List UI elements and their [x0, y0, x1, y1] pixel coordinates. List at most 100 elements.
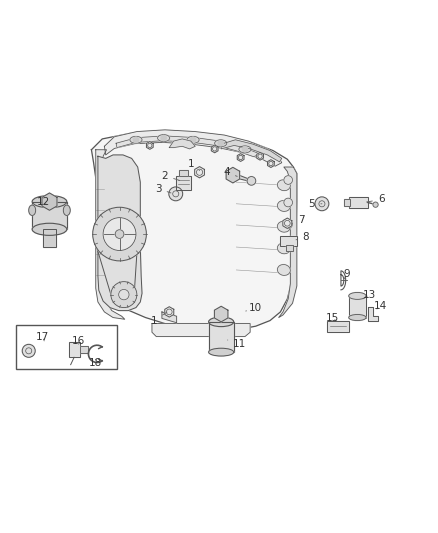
Circle shape [161, 135, 166, 141]
Bar [176, 176, 191, 190]
Text: 7: 7 [292, 215, 304, 225]
Ellipse shape [277, 200, 290, 212]
Ellipse shape [239, 146, 251, 153]
Bar [208, 322, 234, 352]
Text: 3: 3 [155, 184, 171, 193]
Text: 5: 5 [309, 199, 322, 209]
Bar [32, 201, 67, 229]
Text: 12: 12 [37, 197, 50, 207]
Polygon shape [226, 167, 240, 183]
Bar [43, 229, 56, 247]
Polygon shape [268, 160, 274, 167]
Polygon shape [42, 193, 57, 211]
Text: 8: 8 [296, 232, 309, 242]
Ellipse shape [208, 317, 234, 327]
Polygon shape [368, 307, 378, 321]
Polygon shape [227, 171, 252, 182]
Circle shape [93, 207, 146, 261]
Polygon shape [279, 167, 297, 318]
Text: 6: 6 [367, 195, 385, 205]
Circle shape [169, 187, 183, 201]
Ellipse shape [158, 135, 170, 142]
Text: 1: 1 [151, 312, 167, 326]
Bar [176, 176, 191, 190]
Polygon shape [257, 152, 263, 160]
Ellipse shape [208, 348, 234, 356]
Bar [344, 199, 350, 206]
Ellipse shape [215, 140, 227, 147]
Polygon shape [92, 132, 297, 330]
Circle shape [284, 198, 293, 207]
Bar [279, 236, 297, 246]
Bar [69, 342, 80, 357]
Ellipse shape [187, 136, 199, 143]
Bar [349, 197, 368, 208]
Ellipse shape [277, 264, 290, 276]
Text: 1: 1 [187, 159, 200, 171]
Circle shape [373, 202, 378, 207]
Circle shape [218, 141, 223, 146]
Polygon shape [152, 324, 250, 336]
Circle shape [242, 147, 247, 152]
Circle shape [103, 217, 136, 251]
Circle shape [247, 176, 256, 185]
Bar [349, 296, 366, 318]
Bar [327, 321, 349, 332]
Bar [208, 322, 234, 352]
Ellipse shape [349, 314, 366, 320]
Ellipse shape [130, 136, 142, 143]
Text: 18: 18 [89, 358, 102, 367]
Bar [16, 325, 117, 369]
Ellipse shape [29, 205, 35, 215]
Polygon shape [98, 155, 142, 311]
Ellipse shape [277, 221, 290, 232]
Polygon shape [162, 312, 177, 322]
Text: 2: 2 [162, 171, 180, 181]
Bar [279, 236, 297, 246]
Circle shape [115, 230, 124, 238]
Bar [286, 245, 293, 251]
Circle shape [22, 344, 35, 357]
Circle shape [134, 137, 138, 142]
Bar [344, 199, 350, 206]
Bar [349, 197, 368, 208]
Ellipse shape [32, 196, 67, 208]
Polygon shape [211, 145, 218, 153]
Bar [43, 229, 56, 247]
Polygon shape [215, 306, 228, 322]
Ellipse shape [349, 293, 366, 300]
Text: 10: 10 [246, 303, 262, 312]
Circle shape [284, 176, 293, 184]
Text: 16: 16 [72, 336, 85, 346]
Polygon shape [221, 140, 282, 162]
Ellipse shape [64, 205, 70, 215]
Polygon shape [169, 139, 195, 149]
Bar [349, 296, 366, 318]
Text: 15: 15 [326, 313, 339, 324]
Polygon shape [283, 218, 292, 229]
Polygon shape [237, 154, 244, 161]
Bar [32, 201, 67, 229]
Polygon shape [146, 142, 153, 149]
Circle shape [191, 137, 196, 142]
Circle shape [111, 281, 137, 308]
Text: 17: 17 [36, 332, 49, 342]
Polygon shape [165, 306, 174, 317]
Bar [179, 170, 188, 176]
Text: 11: 11 [228, 340, 247, 349]
Polygon shape [116, 136, 260, 157]
Polygon shape [96, 150, 125, 319]
Bar [179, 170, 188, 176]
Bar [327, 321, 349, 332]
Text: 14: 14 [374, 301, 387, 311]
Bar [286, 245, 293, 251]
Circle shape [284, 220, 293, 229]
Text: 13: 13 [363, 289, 376, 300]
Bar [80, 346, 88, 353]
Ellipse shape [277, 243, 290, 254]
Text: 4: 4 [223, 167, 237, 177]
Polygon shape [104, 130, 282, 166]
Circle shape [119, 289, 129, 300]
Ellipse shape [277, 180, 290, 191]
Text: 9: 9 [343, 269, 350, 279]
